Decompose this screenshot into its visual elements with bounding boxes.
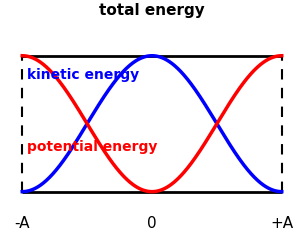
Text: potential energy: potential energy (27, 140, 157, 154)
Text: kinetic energy: kinetic energy (27, 68, 139, 82)
Title: total energy: total energy (99, 3, 205, 18)
